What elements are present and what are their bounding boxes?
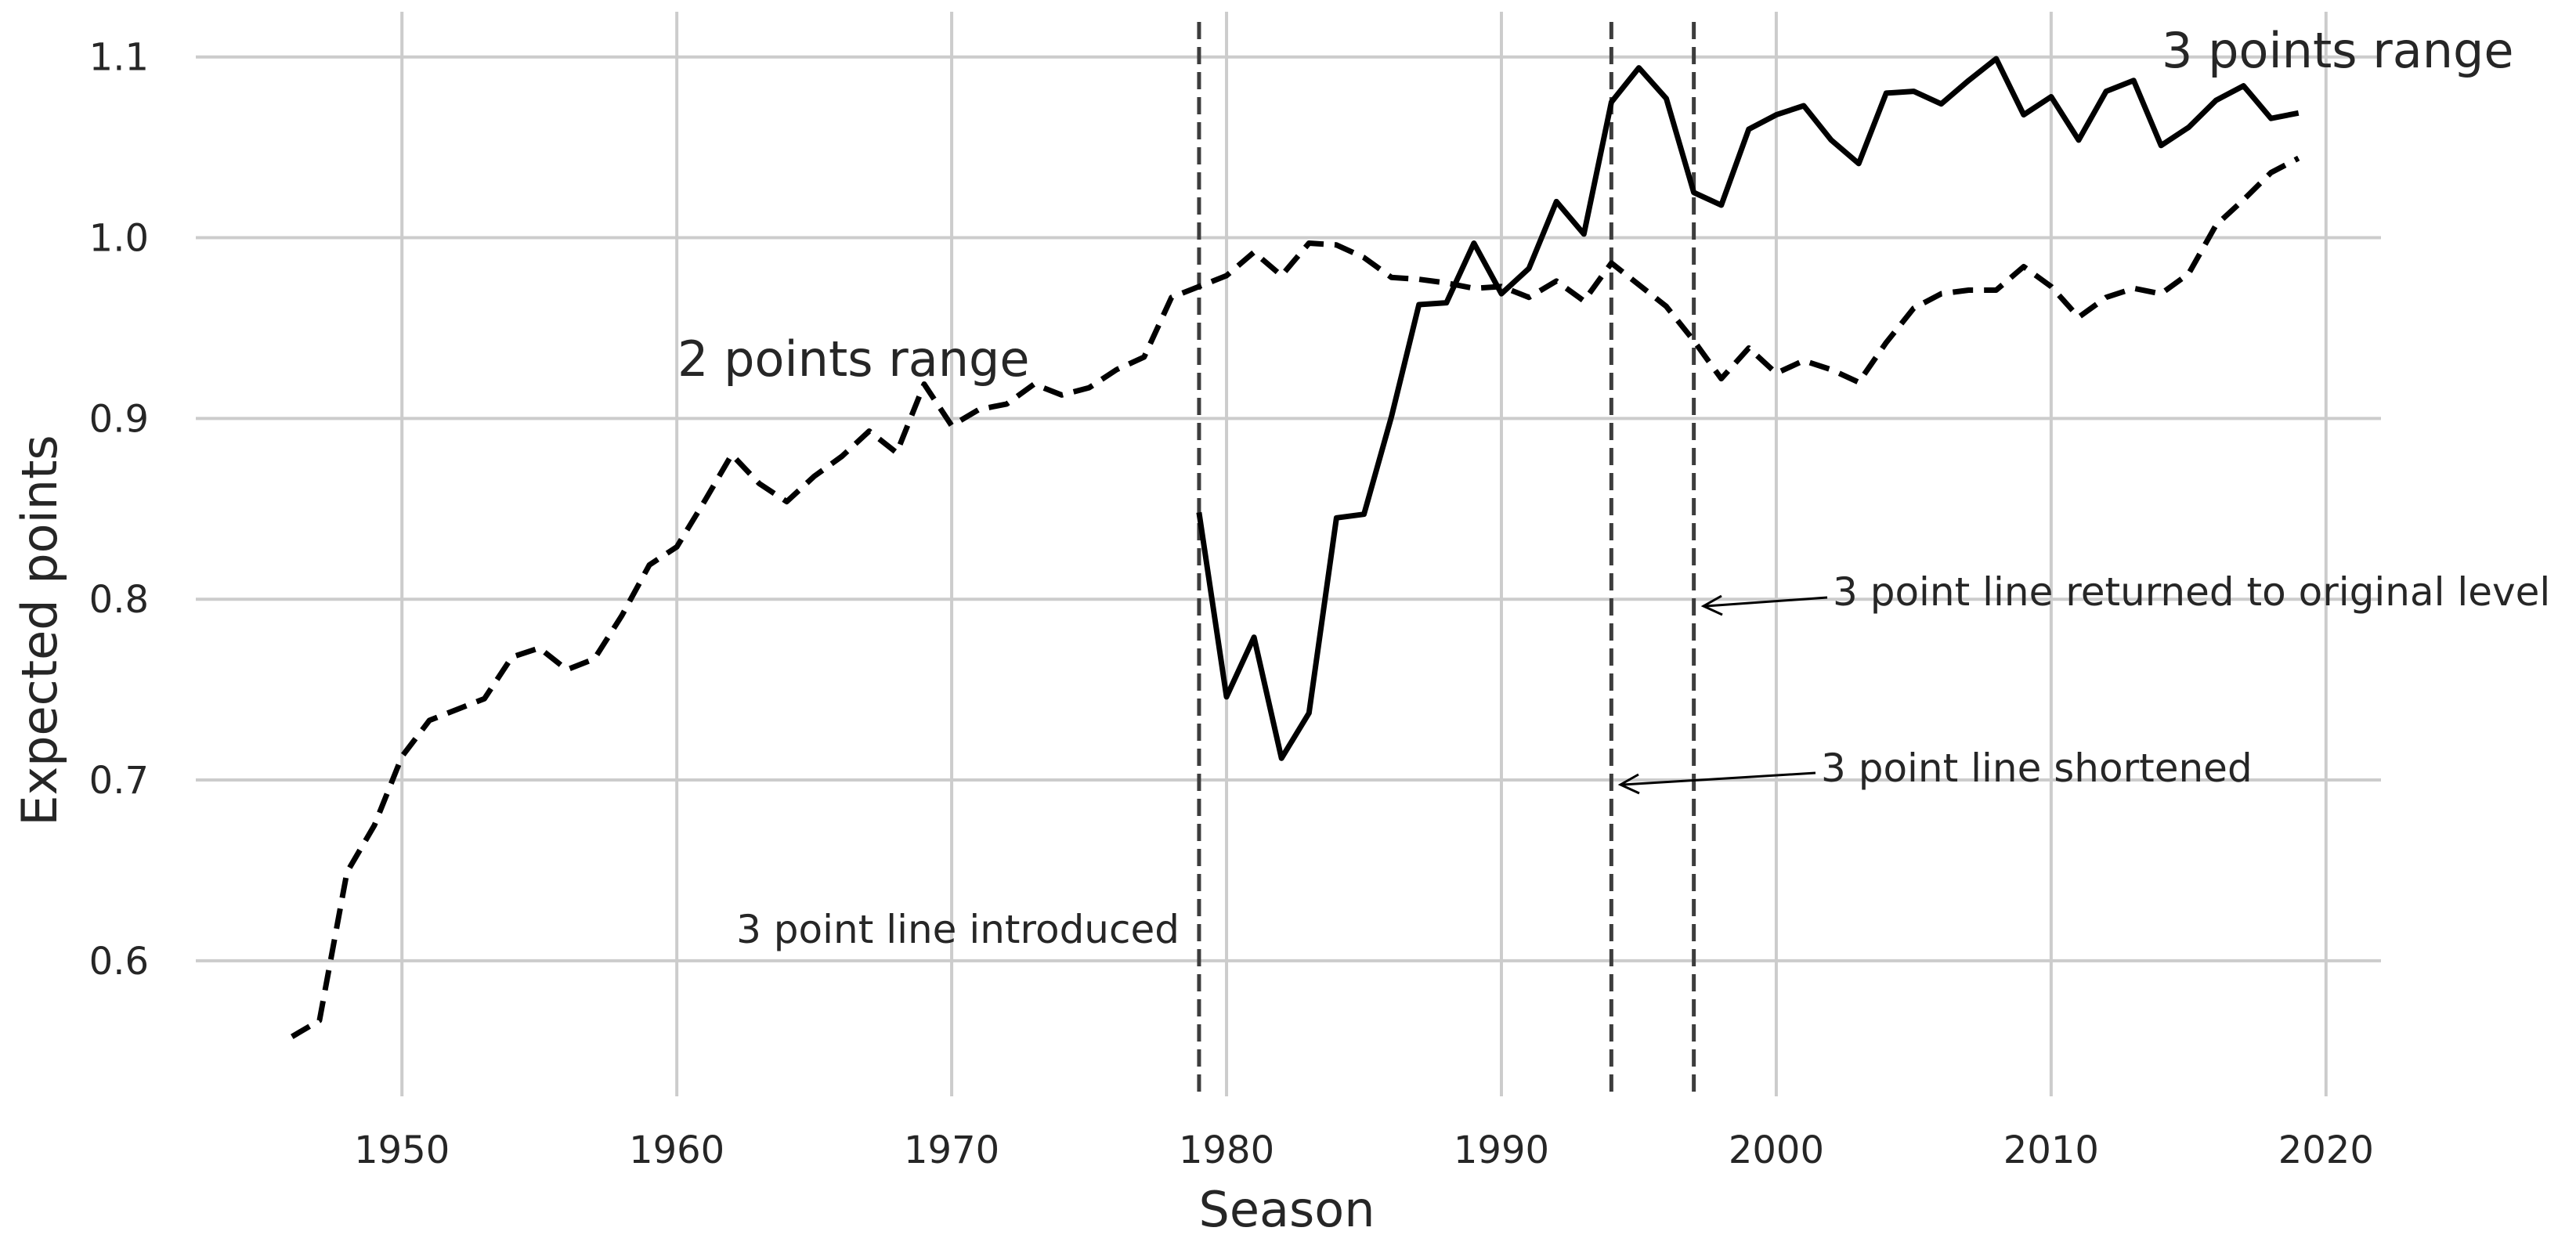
arrow-returned <box>1700 594 1828 616</box>
annotation-line-shortened: 3 point line shortened <box>1821 746 2253 791</box>
x-tick-label: 2010 <box>2003 1128 2099 1172</box>
x-axis-label: Season <box>1198 1181 1375 1238</box>
label-2-points-range: 2 points range <box>677 330 1030 388</box>
y-tick-label: 0.7 <box>89 759 149 803</box>
y-tick-label: 0.9 <box>89 397 149 441</box>
tick-labels: 0.6 0.7 0.8 0.9 1.0 1.1 1950 1960 1970 1980 1990 20… <box>89 36 2374 1172</box>
x-tick-label: 1990 <box>1454 1128 1549 1172</box>
series-layer <box>291 56 2300 1039</box>
label-3-points-range: 3 points range <box>2162 22 2514 79</box>
y-tick-label: 0.8 <box>89 578 149 622</box>
x-tick-label: 2000 <box>1729 1128 1824 1172</box>
x-tick-label: 1970 <box>904 1128 999 1172</box>
arrow-shortened <box>1617 771 1816 795</box>
grid <box>196 12 2381 1096</box>
vertical-reference-lines <box>1197 22 1696 1095</box>
x-tick-label: 2020 <box>2278 1128 2374 1172</box>
x-tick-label: 1980 <box>1179 1128 1274 1172</box>
annotation-line-introduced: 3 point line introduced <box>736 907 1180 952</box>
annotation-line-returned: 3 point line returned to original level <box>1833 569 2550 615</box>
series-line-2-points-range <box>291 155 2300 1039</box>
x-tick-label: 1950 <box>354 1128 450 1172</box>
y-tick-label: 0.6 <box>89 940 149 984</box>
y-axis-label: Expected points <box>11 435 68 825</box>
y-tick-label: 1.0 <box>89 217 149 261</box>
series-line-3-points-range <box>1196 56 2300 761</box>
x-tick-label: 1960 <box>629 1128 724 1172</box>
y-tick-label: 1.1 <box>89 36 149 80</box>
